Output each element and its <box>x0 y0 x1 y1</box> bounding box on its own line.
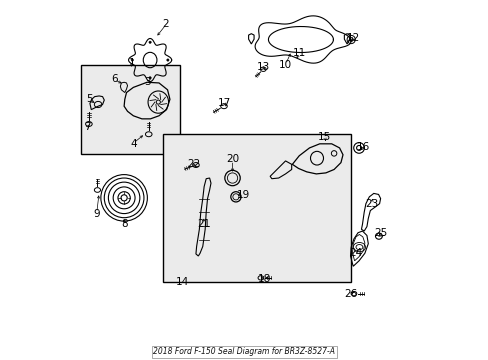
Text: 1: 1 <box>128 58 135 68</box>
Text: 12: 12 <box>346 33 359 43</box>
Text: 24: 24 <box>348 248 362 258</box>
Text: 16: 16 <box>356 142 369 152</box>
Text: 17: 17 <box>218 98 231 108</box>
Text: 8: 8 <box>121 219 128 229</box>
Text: 11: 11 <box>292 48 305 58</box>
Text: 4: 4 <box>130 139 136 149</box>
Text: 23: 23 <box>365 199 378 209</box>
Bar <box>163 134 350 282</box>
Text: 25: 25 <box>374 228 387 238</box>
Bar <box>81 65 180 154</box>
Text: 15: 15 <box>318 132 331 142</box>
Ellipse shape <box>131 59 133 61</box>
Text: 21: 21 <box>197 219 210 229</box>
Text: 10: 10 <box>279 60 291 70</box>
Ellipse shape <box>149 77 151 79</box>
Text: 20: 20 <box>225 154 239 164</box>
Text: 22: 22 <box>187 159 200 169</box>
Text: 7: 7 <box>84 122 90 132</box>
Ellipse shape <box>149 41 151 44</box>
Text: 26: 26 <box>343 289 356 299</box>
Text: 5: 5 <box>86 94 93 104</box>
Text: 6: 6 <box>111 74 118 84</box>
Text: 19: 19 <box>236 190 249 200</box>
Ellipse shape <box>166 59 169 61</box>
Text: 13: 13 <box>257 62 270 72</box>
Text: 2: 2 <box>162 19 169 29</box>
Text: 9: 9 <box>93 209 100 219</box>
Text: 14: 14 <box>175 277 188 287</box>
Text: 2018 Ford F-150 Seal Diagram for BR3Z-8527-A: 2018 Ford F-150 Seal Diagram for BR3Z-85… <box>153 347 335 356</box>
Text: 3: 3 <box>143 77 150 87</box>
Text: 18: 18 <box>257 274 270 284</box>
